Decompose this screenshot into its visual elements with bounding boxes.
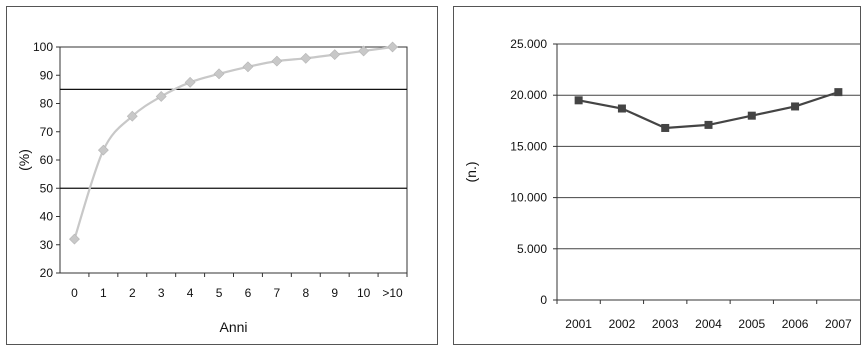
- y-tick-label: 20.000: [510, 88, 547, 102]
- data-point-marker: [791, 102, 800, 111]
- x-tick-label: 4: [187, 286, 194, 300]
- y-tick-label: 60: [40, 153, 54, 167]
- data-point-marker: [704, 120, 713, 129]
- data-point-marker: [574, 96, 583, 105]
- data-point-marker: [271, 55, 283, 67]
- y-tick-label: 20: [40, 266, 54, 280]
- data-point-marker: [617, 104, 626, 113]
- y-tick-label: 50: [40, 181, 54, 195]
- y-tick-label: 25.000: [510, 37, 547, 51]
- yearly-count-chart: 0 5.000 10.000 15.000 20.000 25.000 2001 2002 20…: [463, 37, 860, 331]
- y-tick-label: 5.000: [517, 242, 547, 256]
- y-tick-label: 70: [40, 125, 54, 139]
- x-tick-label: 3: [158, 286, 165, 300]
- x-tick-label: 2004: [695, 317, 722, 331]
- data-point-marker: [300, 52, 312, 64]
- data-point-marker: [747, 111, 756, 120]
- x-tick-label: 10: [357, 286, 371, 300]
- data-point-marker: [126, 110, 138, 122]
- cumulative-chart: 20 30 40 50 60 70 80 90 100 0 1 2 3 4 5 6 7 8 9 10 >10 (%) Ann…: [16, 40, 408, 335]
- x-tick-label: 5: [216, 286, 223, 300]
- x-tick-label: 0: [71, 286, 78, 300]
- y-tick-label: 0: [540, 293, 547, 307]
- y-tick-label: 100: [33, 40, 53, 54]
- data-point-marker: [69, 233, 80, 245]
- y-axis-title: (n.): [463, 162, 479, 183]
- x-tick-label: 1: [100, 286, 107, 300]
- x-tick-label: 2007: [825, 317, 852, 331]
- y-tick-label: 80: [40, 97, 54, 111]
- y-tick-label: 90: [40, 68, 54, 82]
- data-point-marker: [834, 88, 843, 97]
- x-tick-label: >10: [382, 286, 403, 300]
- series-line: [73, 45, 393, 240]
- y-tick-label: 10.000: [510, 191, 547, 205]
- x-tick-label: 2002: [609, 317, 636, 331]
- data-point-marker: [155, 91, 167, 102]
- data-point-marker: [358, 45, 370, 57]
- x-tick-label: 8: [302, 286, 309, 300]
- x-tick-label: 2003: [652, 317, 679, 331]
- y-tick-label: 30: [40, 238, 54, 252]
- x-tick-label: 2005: [738, 317, 765, 331]
- chart-panel-cumulative: 20 30 40 50 60 70 80 90 100 0 1 2 3 4 5 6 7 8 9 10 >10 (%) Ann…: [6, 6, 438, 345]
- x-tick-label: 2001: [565, 317, 592, 331]
- data-point-marker: [661, 123, 670, 132]
- x-axis-title: Anni: [219, 319, 247, 335]
- x-tick-label: 9: [331, 286, 338, 300]
- data-point-marker: [97, 144, 109, 156]
- y-tick-label: 15.000: [510, 139, 547, 153]
- x-tick-label: 2006: [782, 317, 809, 331]
- x-tick-label: 7: [274, 286, 281, 300]
- data-point-marker: [387, 41, 398, 53]
- data-point-marker: [213, 68, 225, 80]
- x-tick-label: 2: [129, 286, 136, 300]
- data-point-marker: [184, 76, 196, 88]
- plot-area: [59, 46, 408, 274]
- y-axis-title: (%): [16, 149, 32, 171]
- data-point-marker: [242, 61, 254, 73]
- chart-panel-yearly: 0 5.000 10.000 15.000 20.000 25.000 2001 2002 20…: [453, 6, 861, 345]
- data-point-marker: [329, 49, 341, 61]
- y-tick-label: 40: [40, 210, 54, 224]
- x-tick-label: 6: [245, 286, 252, 300]
